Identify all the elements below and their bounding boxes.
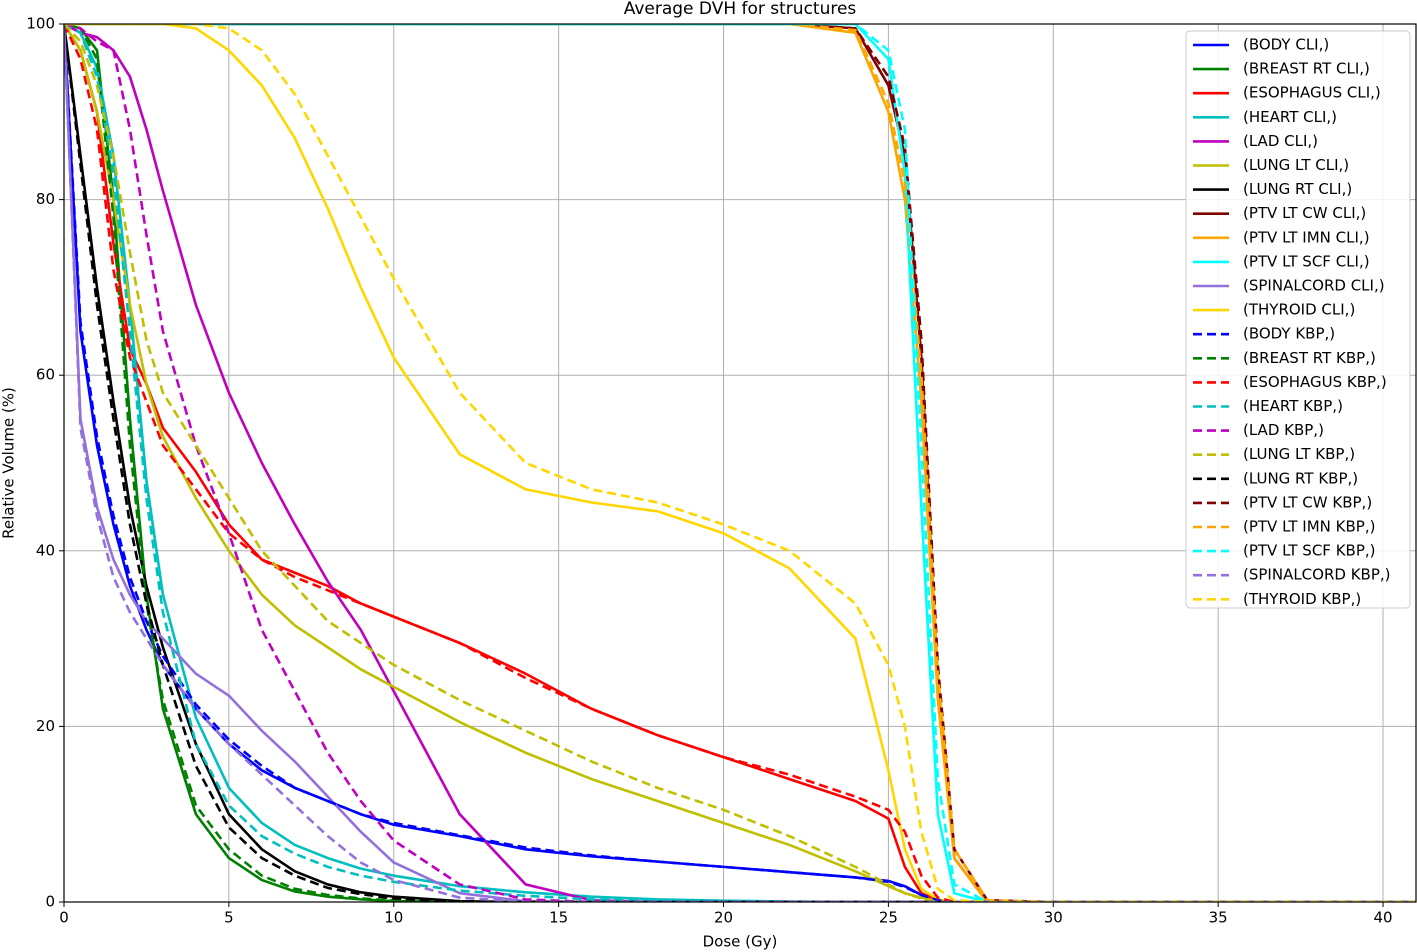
legend-label: (LUNG LT KBP,) bbox=[1243, 445, 1355, 463]
series-line bbox=[64, 24, 1416, 902]
series-line bbox=[64, 24, 1416, 902]
x-tick-label: 25 bbox=[879, 909, 898, 927]
ticks: 0 5 10 15 20 25 30 35 40 0 20 40 60 80 100 bbox=[26, 15, 1392, 927]
chart-title: Average DVH for structures bbox=[624, 0, 857, 19]
legend-label: (THYROID KBP,) bbox=[1243, 590, 1361, 608]
series-line bbox=[64, 24, 1416, 902]
series-line bbox=[64, 24, 1416, 902]
legend-label: (LUNG RT CLI,) bbox=[1243, 180, 1352, 198]
y-tick-label: 100 bbox=[26, 15, 55, 33]
x-tick-label: 5 bbox=[224, 909, 234, 927]
legend-label: (PTV LT IMN CLI,) bbox=[1243, 228, 1370, 246]
y-tick-label: 60 bbox=[36, 366, 55, 384]
legend-label: (SPINALCORD KBP,) bbox=[1243, 566, 1391, 584]
x-tick-label: 20 bbox=[714, 909, 733, 927]
lines bbox=[64, 24, 1416, 902]
x-tick-label: 0 bbox=[59, 909, 69, 927]
legend-label: (LAD KBP,) bbox=[1243, 421, 1324, 439]
series-line bbox=[64, 24, 1416, 902]
x-tick-label: 10 bbox=[384, 909, 403, 927]
legend-label: (SPINALCORD CLI,) bbox=[1243, 277, 1385, 295]
legend-label: (BREAST RT CLI,) bbox=[1243, 60, 1370, 78]
legend-label: (LUNG RT KBP,) bbox=[1243, 469, 1358, 487]
x-tick-label: 40 bbox=[1373, 909, 1392, 927]
legend-label: (BODY CLI,) bbox=[1243, 36, 1329, 54]
series-line bbox=[64, 24, 1416, 902]
series-line bbox=[64, 24, 1416, 902]
legend-label: (LUNG LT CLI,) bbox=[1243, 156, 1349, 174]
series-line bbox=[64, 24, 1416, 902]
y-tick-label: 40 bbox=[36, 541, 55, 559]
legend-label: (LAD CLI,) bbox=[1243, 132, 1318, 150]
series-line bbox=[64, 24, 1416, 902]
y-tick-label: 20 bbox=[36, 717, 55, 735]
legend-label: (BODY KBP,) bbox=[1243, 325, 1335, 343]
legend-label: (PTV LT IMN KBP,) bbox=[1243, 518, 1375, 536]
plot-frame bbox=[63, 23, 1417, 903]
legend-label: (PTV LT SCF CLI,) bbox=[1243, 252, 1370, 270]
legend-label: (PTV LT CW KBP,) bbox=[1243, 493, 1372, 511]
legend-box bbox=[1185, 30, 1411, 609]
y-axis-label: Relative Volume (%) bbox=[0, 387, 18, 539]
series-line bbox=[64, 24, 1416, 902]
x-tick-label: 35 bbox=[1209, 909, 1228, 927]
series-line bbox=[64, 24, 1416, 902]
legend-label: (HEART KBP,) bbox=[1243, 397, 1343, 415]
legend-label: (ESOPHAGUS KBP,) bbox=[1243, 373, 1387, 391]
series-line bbox=[64, 24, 1416, 902]
x-axis-label: Dose (Gy) bbox=[703, 933, 778, 951]
x-tick-label: 30 bbox=[1044, 909, 1063, 927]
y-tick-label: 80 bbox=[36, 190, 55, 208]
legend-label: (BREAST RT KBP,) bbox=[1243, 349, 1376, 367]
series-line bbox=[64, 24, 1416, 902]
legend-label: (PTV LT CW CLI,) bbox=[1243, 204, 1366, 222]
series-line bbox=[64, 24, 1416, 902]
legend-label: (PTV LT SCF KBP,) bbox=[1243, 542, 1376, 560]
legend-label: (HEART CLI,) bbox=[1243, 108, 1337, 126]
legend-label: (THYROID CLI,) bbox=[1243, 301, 1355, 319]
series-line bbox=[64, 24, 1416, 902]
legend-label: (ESOPHAGUS CLI,) bbox=[1243, 84, 1381, 102]
x-tick-label: 15 bbox=[549, 909, 568, 927]
y-tick-label: 0 bbox=[45, 893, 55, 911]
legend: (BODY CLI,) (BREAST RT CLI,) (ESOPHAGUS CL… bbox=[1185, 30, 1411, 609]
